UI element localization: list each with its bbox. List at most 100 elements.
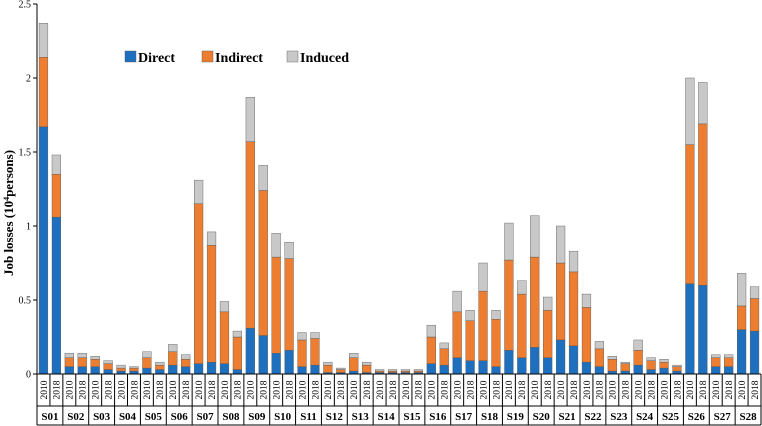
bar-direct-s02-2010 bbox=[64, 366, 74, 375]
bar-induced-s14-2018 bbox=[387, 369, 398, 372]
bar-direct-s27-2018 bbox=[724, 366, 734, 375]
bar-indirect-s17-2010 bbox=[452, 311, 462, 358]
bar-indirect-s07-2018 bbox=[206, 245, 217, 363]
bar-induced-s20-2010 bbox=[530, 215, 540, 258]
bar-induced-s03-2018 bbox=[103, 360, 113, 364]
bar-indirect-s27-2010 bbox=[711, 357, 721, 367]
bar-indirect-s02-2010 bbox=[64, 357, 74, 367]
x-tick-label-year: 2018 bbox=[311, 380, 321, 399]
x-tick-label-sector: S13 bbox=[352, 411, 370, 423]
bar-indirect-s19-2010 bbox=[504, 259, 514, 351]
x-tick-label-year: 2018 bbox=[156, 380, 166, 399]
legend-swatch-indirect bbox=[201, 50, 214, 63]
bar-induced-s24-2010 bbox=[633, 339, 643, 351]
y-tick-label: 1.5 bbox=[19, 148, 32, 159]
bar-direct-s01-2010 bbox=[38, 126, 49, 375]
x-tick-label-year: 2010 bbox=[402, 380, 412, 399]
bar-induced-s12-2018 bbox=[336, 367, 346, 370]
bar-indirect-s26-2018 bbox=[698, 123, 708, 286]
x-tick-label-year: 2018 bbox=[285, 380, 295, 399]
bar-indirect-s13-2018 bbox=[362, 364, 372, 373]
y-axis-title: Job losses (104persons) bbox=[1, 150, 16, 276]
x-tick-label-sector: S07 bbox=[197, 411, 215, 423]
bar-indirect-s23-2018 bbox=[620, 363, 630, 372]
x-tick-label-sector: S08 bbox=[222, 411, 240, 423]
bar-indirect-s24-2010 bbox=[633, 350, 643, 366]
bar-induced-s23-2018 bbox=[620, 361, 630, 364]
bar-induced-s10-2010 bbox=[271, 233, 281, 258]
bar-induced-s02-2018 bbox=[77, 353, 87, 358]
x-tick-label-year: 2018 bbox=[363, 380, 373, 399]
bar-indirect-s27-2018 bbox=[724, 357, 734, 367]
x-tick-label-year: 2018 bbox=[53, 380, 63, 399]
x-tick-label-year: 2010 bbox=[453, 380, 463, 399]
x-tick-label-year: 2018 bbox=[130, 380, 140, 399]
x-tick-label-year: 2010 bbox=[505, 380, 515, 399]
bar-indirect-s24-2018 bbox=[646, 360, 656, 370]
x-tick-label-year: 2010 bbox=[272, 380, 282, 399]
x-tick-label-sector: S20 bbox=[533, 411, 551, 423]
x-tick-label-year: 2010 bbox=[738, 380, 748, 399]
axes-layer bbox=[36, 4, 762, 426]
x-tick-label-year: 2018 bbox=[441, 380, 451, 399]
bar-indirect-s18-2018 bbox=[491, 319, 501, 367]
bar-indirect-s11-2010 bbox=[297, 339, 307, 367]
x-tick-label-year: 2018 bbox=[699, 380, 709, 399]
x-tick-label-year: 2010 bbox=[479, 380, 489, 399]
x-tick-label-year: 2010 bbox=[247, 380, 257, 399]
bar-direct-s11-2018 bbox=[310, 364, 320, 375]
x-tick-label-year: 2010 bbox=[195, 380, 205, 399]
bar-indirect-s04-2010 bbox=[116, 367, 126, 372]
bar-induced-s18-2010 bbox=[478, 262, 488, 292]
legend-label-direct: Direct bbox=[138, 51, 175, 66]
bar-induced-s22-2018 bbox=[594, 341, 604, 350]
bar-direct-s24-2018 bbox=[646, 369, 656, 375]
bar-indirect-s13-2010 bbox=[349, 357, 359, 372]
x-tick-label-year: 2010 bbox=[350, 380, 360, 399]
legend-label-induced: Induced bbox=[300, 51, 349, 66]
bar-induced-s24-2018 bbox=[646, 357, 656, 361]
bar-indirect-s05-2010 bbox=[142, 357, 152, 369]
x-tick-label-year: 2010 bbox=[686, 380, 696, 399]
x-tick-label-sector: S01 bbox=[41, 411, 58, 423]
bar-indirect-s03-2010 bbox=[90, 359, 100, 367]
x-tick-label-year: 2018 bbox=[647, 380, 657, 399]
bar-direct-s17-2018 bbox=[465, 360, 475, 375]
bar-induced-s26-2010 bbox=[685, 77, 695, 145]
bar-indirect-s25-2010 bbox=[659, 361, 669, 369]
bar-indirect-s05-2018 bbox=[155, 364, 165, 370]
x-tick-label-sector: S04 bbox=[119, 411, 137, 423]
x-tick-label-sector: S10 bbox=[274, 411, 292, 423]
bar-direct-s08-2018 bbox=[232, 369, 242, 375]
bar-induced-s27-2018 bbox=[724, 354, 734, 358]
x-tick-label-year: 2018 bbox=[79, 380, 89, 399]
bar-induced-s17-2018 bbox=[465, 310, 475, 321]
bar-direct-s07-2018 bbox=[206, 361, 217, 375]
y-tick-label: 2.5 bbox=[19, 0, 32, 11]
x-tick-label-sector: S22 bbox=[584, 411, 602, 423]
x-tick-label-year: 2010 bbox=[660, 380, 670, 399]
bar-direct-s21-2010 bbox=[556, 339, 566, 375]
bar-induced-s02-2010 bbox=[64, 353, 74, 358]
x-tick-label-year: 2010 bbox=[557, 380, 567, 399]
bar-direct-s18-2010 bbox=[478, 360, 488, 375]
bar-indirect-s12-2018 bbox=[336, 369, 346, 373]
x-tick-label-sector: S02 bbox=[67, 411, 85, 423]
x-tick-label-year: 2018 bbox=[208, 380, 218, 399]
bar-induced-s26-2018 bbox=[698, 82, 708, 125]
x-tick-label-year: 2018 bbox=[596, 380, 606, 399]
bar-direct-s01-2018 bbox=[51, 216, 61, 375]
bar-indirect-s07-2010 bbox=[194, 203, 204, 364]
y-axis-title-prefix: Job losses (10 bbox=[1, 201, 16, 276]
x-tick-label-sector: S26 bbox=[688, 411, 706, 423]
bar-indirect-s22-2010 bbox=[581, 307, 592, 363]
x-tick-label-year: 2018 bbox=[337, 380, 347, 399]
x-tick-label-year: 2018 bbox=[182, 380, 192, 399]
bar-indirect-s09-2018 bbox=[258, 190, 268, 336]
bar-direct-s28-2010 bbox=[737, 329, 747, 375]
bar-direct-s07-2010 bbox=[194, 363, 204, 375]
bar-direct-s22-2018 bbox=[594, 366, 604, 375]
bar-indirect-s14-2010 bbox=[375, 370, 385, 373]
bar-direct-s06-2018 bbox=[181, 366, 191, 375]
bar-indirect-s14-2018 bbox=[387, 370, 398, 373]
